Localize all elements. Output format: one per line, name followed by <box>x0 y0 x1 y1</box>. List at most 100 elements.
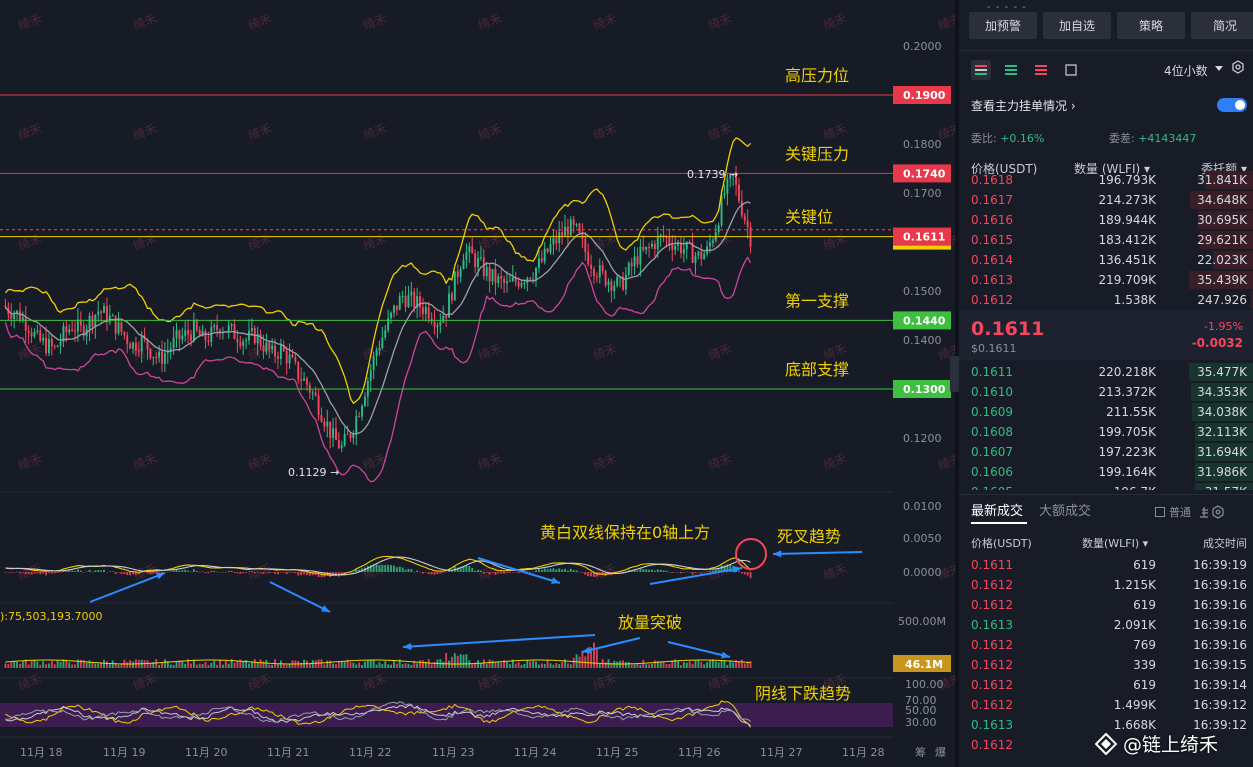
candle-body <box>735 174 738 185</box>
major-orders-label[interactable]: 查看主力挂单情况 › <box>971 99 1076 113</box>
bids-row[interactable]: 0.1610 213.372K 34.353K <box>959 382 1253 402</box>
volume-bar <box>163 659 166 668</box>
bids-row[interactable]: 0.1605 196.7K 31.57K <box>959 482 1253 490</box>
price-level-label: 关键位 <box>785 208 833 227</box>
volume-bar <box>697 659 700 668</box>
asks-total: 31.841K <box>1197 173 1247 187</box>
trade-row: 0.1612 619 16:39:16 <box>959 596 1253 616</box>
bids-view-icon[interactable] <box>1001 60 1021 80</box>
tab-large-trades[interactable]: 大额成交 <box>1039 504 1092 519</box>
volume-bar <box>453 653 456 668</box>
strategy-button[interactable]: 策略 <box>1117 12 1185 39</box>
watermark-text: 绮禾 <box>131 121 158 142</box>
volume-bar <box>723 660 726 668</box>
depth-bar <box>1192 403 1253 421</box>
volume-bar <box>688 661 691 668</box>
macd-histogram-bar <box>410 569 413 572</box>
macd-histogram-bar <box>149 572 152 575</box>
macd-histogram-bar <box>300 572 303 576</box>
splitter-handle[interactable] <box>950 356 959 392</box>
precision-select[interactable]: 4位小数 <box>1164 64 1208 78</box>
normal-checkbox[interactable] <box>1155 507 1165 517</box>
volume-bar <box>117 664 120 668</box>
x-tick-label: 11月 18 <box>20 746 63 759</box>
asks-view-icon[interactable] <box>1031 60 1051 80</box>
macd-histogram-bar <box>294 572 297 574</box>
bids-row[interactable]: 0.1607 197.223K 31.694K <box>959 442 1253 462</box>
macd-histogram-bar <box>268 572 271 574</box>
bids-row[interactable]: 0.1609 211.55K 34.038K <box>959 402 1253 422</box>
macd-histogram-bar <box>227 571 230 572</box>
rsi-tick-label: 50.00 <box>905 704 937 717</box>
ob-header-qty[interactable]: 数量 (WLFI) ▾ <box>1074 162 1151 176</box>
volume-bar <box>271 664 274 668</box>
watermark-text: 绮禾 <box>16 231 43 252</box>
add-watchlist-button[interactable]: 加自选 <box>1043 12 1111 39</box>
rsi-band <box>0 703 893 727</box>
macd-arrow-head <box>733 565 742 573</box>
alert-button[interactable]: 加预警 <box>969 12 1037 39</box>
candle-body <box>45 337 47 354</box>
death-cross-arrow <box>772 551 863 555</box>
change-amount: -0.0032 <box>1191 336 1243 350</box>
candle-body <box>723 193 726 196</box>
trade-qty: 619 <box>1133 558 1156 572</box>
macd-dea-line <box>5 556 751 576</box>
macd-histogram-bar <box>33 572 36 574</box>
chevron-down-icon[interactable] <box>1215 66 1223 71</box>
volume-bar <box>56 660 59 668</box>
macd-histogram-bar <box>543 568 546 572</box>
both-sides-view-icon[interactable] <box>971 60 991 80</box>
volume-bar <box>297 660 300 668</box>
macd-histogram-bar <box>21 572 24 573</box>
kline-chart[interactable]: 绮禾 绮禾 绮禾 绮禾 绮禾 绮禾 绮禾 绮禾 绮禾 绮禾 绮禾 绮禾 绮禾 绮禾 绮禾 绮禾 绮禾 绮禾 绮禾 绮禾… <box>0 0 955 767</box>
volume-bar <box>230 659 233 668</box>
candle-body <box>300 379 303 381</box>
asks-row[interactable]: 0.1614 136.451K 22.023K <box>959 250 1253 270</box>
asks-row[interactable]: 0.1615 183.412K 29.621K <box>959 230 1253 250</box>
candle-body <box>700 251 703 260</box>
bids-row[interactable]: 0.1608 199.705K 32.113K <box>959 422 1253 442</box>
volume-bar <box>184 663 187 668</box>
macd-tick-label: 0.0000 <box>903 566 942 579</box>
asks-row[interactable]: 0.1612 1.538K 247.926 <box>959 290 1253 310</box>
asks-row[interactable]: 0.1617 214.273K 34.648K <box>959 190 1253 210</box>
price-level-tag <box>893 380 951 398</box>
tab-latest-trades[interactable]: 最新成交 <box>971 504 1024 519</box>
candle-body <box>508 280 511 282</box>
asks-row[interactable]: 0.1618 196.793K 31.841K <box>959 170 1253 190</box>
volume-bar <box>262 661 265 668</box>
candle-body <box>71 329 74 331</box>
trade-row: 0.1612 1.215K 16:39:16 <box>959 576 1253 596</box>
candle-body <box>248 330 250 341</box>
volume-bar <box>392 660 395 668</box>
bids-total: 34.353K <box>1197 385 1247 399</box>
volume-bar <box>558 664 561 668</box>
bids-row[interactable]: 0.1606 199.164K 31.986K <box>959 462 1253 482</box>
volume-bar <box>540 663 543 668</box>
watermark-text: 绮禾 <box>131 11 158 32</box>
candle-body <box>587 252 590 265</box>
overview-button[interactable]: 简况 <box>1191 12 1253 39</box>
depth-view-icon[interactable] <box>1061 60 1081 80</box>
asks-row[interactable]: 0.1613 219.709K 35.439K <box>959 270 1253 290</box>
depth-bar <box>1195 463 1253 481</box>
asks-row[interactable]: 0.1616 189.944K 30.695K <box>959 210 1253 230</box>
candle-body <box>598 265 601 278</box>
volume-bar <box>450 656 453 668</box>
candle-body <box>256 333 259 344</box>
candle-body <box>132 342 134 349</box>
volume-bar <box>320 659 323 668</box>
watermark-text: 绮禾 <box>591 11 618 32</box>
macd-histogram-bar <box>500 572 503 574</box>
bids-row[interactable]: 0.1611 220.218K 35.477K <box>959 362 1253 382</box>
filter-icons[interactable] <box>1195 505 1225 519</box>
candle-body <box>326 421 329 427</box>
settings-icon[interactable] <box>1231 60 1245 77</box>
macd-histogram-bar <box>236 572 239 574</box>
major-orders-toggle[interactable] <box>1217 98 1247 112</box>
trades-header-qty[interactable]: 数量(WLFI) ▾ <box>1082 537 1149 550</box>
normal-filter[interactable]: 普通 <box>1155 504 1225 520</box>
macd-histogram-bar <box>633 569 636 572</box>
